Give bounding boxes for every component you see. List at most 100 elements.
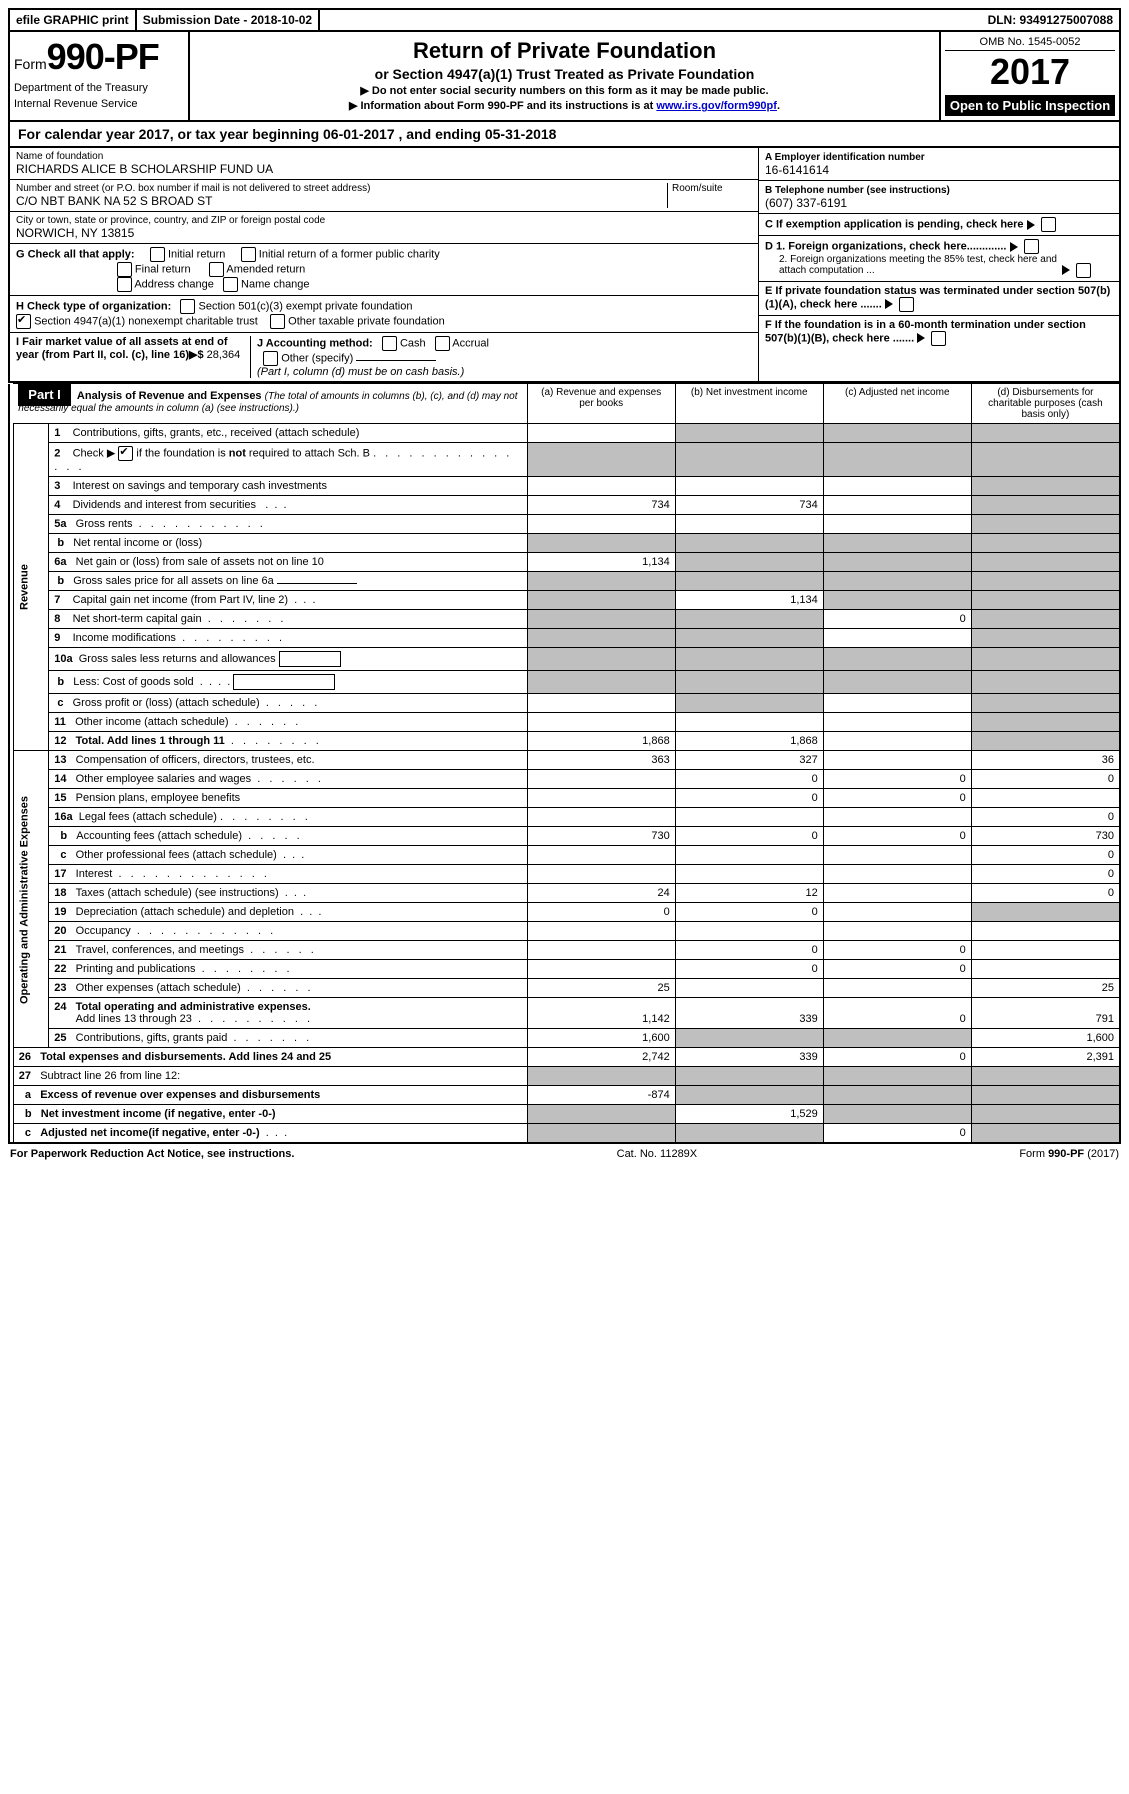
arrow-icon [917, 333, 925, 343]
val-24b: 339 [675, 998, 823, 1029]
chk-501c3[interactable] [180, 299, 195, 314]
form-title: Return of Private Foundation [196, 38, 933, 64]
val-12b: 1,868 [675, 732, 823, 751]
chk-initial[interactable] [150, 247, 165, 262]
line-25: Contributions, gifts, grants paid [76, 1032, 228, 1044]
line-17: Interest [76, 868, 113, 880]
info-right: A Employer identification number 16-6141… [758, 148, 1119, 381]
input-10a[interactable] [279, 651, 341, 667]
lbl-other-method: Other (specify) [281, 352, 353, 364]
line-10c: Gross profit or (loss) (attach schedule) [73, 697, 260, 709]
line-16c: Other professional fees (attach schedule… [76, 849, 277, 861]
section-c: C If exemption application is pending, c… [759, 214, 1119, 236]
val-24c: 0 [823, 998, 971, 1029]
chk-initial-former[interactable] [241, 247, 256, 262]
chk-other-pf[interactable] [270, 314, 285, 329]
public-inspection: Open to Public Inspection [945, 95, 1115, 116]
chk-4947[interactable] [16, 314, 31, 329]
lbl-other-pf: Other taxable private foundation [288, 315, 445, 327]
info-grid: Name of foundation RICHARDS ALICE B SCHO… [8, 148, 1121, 383]
i-text: I Fair market value of all assets at end… [16, 336, 228, 361]
chk-accrual[interactable] [435, 336, 450, 351]
year-box: OMB No. 1545-0052 2017 Open to Public In… [939, 32, 1119, 120]
line-24: Total operating and administrative expen… [76, 1001, 311, 1013]
val-23d: 25 [971, 979, 1120, 998]
other-method-input[interactable] [356, 360, 436, 361]
val-16ad: 0 [971, 808, 1120, 827]
ein-cell: A Employer identification number 16-6141… [759, 148, 1119, 181]
chk-d2[interactable] [1076, 263, 1091, 278]
val-16bd: 730 [971, 827, 1120, 846]
room-label: Room/suite [672, 183, 752, 194]
form-number: 990-PF [47, 36, 159, 77]
dln: DLN: 93491275007088 [982, 10, 1119, 30]
lbl-cash: Cash [400, 337, 426, 349]
val-26d: 2,391 [971, 1048, 1120, 1067]
g-label: G Check all that apply: [16, 248, 135, 260]
section-f: F If the foundation is in a 60-month ter… [759, 316, 1119, 349]
val-26a: 2,742 [527, 1048, 675, 1067]
lbl-accrual: Accrual [452, 337, 489, 349]
val-23a: 25 [527, 979, 675, 998]
line-13: Compensation of officers, directors, tru… [76, 754, 315, 766]
line-26: Total expenses and disbursements. Add li… [40, 1051, 331, 1063]
val-24d: 791 [971, 998, 1120, 1029]
line-8: Net short-term capital gain [73, 613, 202, 625]
city-cell: City or town, state or province, country… [10, 212, 758, 244]
chk-addr-change[interactable] [117, 277, 132, 292]
chk-e[interactable] [899, 297, 914, 312]
form-subtitle: or Section 4947(a)(1) Trust Treated as P… [196, 66, 933, 82]
col-b-header: (b) Net investment income [675, 384, 823, 424]
chk-name-change[interactable] [223, 277, 238, 292]
chk-f[interactable] [931, 331, 946, 346]
chk-c[interactable] [1041, 217, 1056, 232]
foundation-name-cell: Name of foundation RICHARDS ALICE B SCHO… [10, 148, 758, 180]
val-4a: 734 [527, 496, 675, 515]
line-11: Other income (attach schedule) [75, 716, 228, 728]
val-27a: -874 [527, 1086, 675, 1105]
line-20: Occupancy [76, 925, 131, 937]
arrow-icon [1027, 220, 1035, 230]
efile-label: efile GRAPHIC print [10, 10, 137, 30]
city-label: City or town, state or province, country… [16, 215, 752, 226]
col-c-header: (c) Adjusted net income [823, 384, 971, 424]
street-address: C/O NBT BANK NA 52 S BROAD ST [16, 194, 667, 208]
ein-label: A Employer identification number [765, 152, 925, 163]
line-6b: Gross sales price for all assets on line… [73, 575, 274, 587]
val-21b: 0 [675, 941, 823, 960]
title-box: Return of Private Foundation or Section … [190, 32, 939, 120]
lbl-501c3: Section 501(c)(3) exempt private foundat… [198, 300, 412, 312]
line-3: Interest on savings and temporary cash i… [73, 480, 327, 492]
val-18a: 24 [527, 884, 675, 903]
section-h: H Check type of organization: Section 50… [10, 296, 758, 333]
line-16b: Accounting fees (attach schedule) [76, 830, 242, 842]
val-8c: 0 [823, 610, 971, 629]
chk-final[interactable] [117, 262, 132, 277]
arrow-icon [1010, 242, 1018, 252]
chk-cash[interactable] [382, 336, 397, 351]
d2-text: 2. Foreign organizations meeting the 85%… [779, 254, 1059, 276]
city-state-zip: NORWICH, NY 13815 [16, 226, 752, 240]
chk-d1[interactable] [1024, 239, 1039, 254]
chk-other-method[interactable] [263, 351, 278, 366]
val-16bb: 0 [675, 827, 823, 846]
lbl-amended: Amended return [226, 263, 305, 275]
input-10b[interactable] [233, 674, 335, 690]
c-text: C If exemption application is pending, c… [765, 218, 1024, 230]
val-6b [277, 583, 357, 584]
chk-amended[interactable] [209, 262, 224, 277]
section-e: E If private foundation status was termi… [759, 282, 1119, 316]
val-18b: 12 [675, 884, 823, 903]
chk-schb[interactable] [118, 446, 133, 461]
line-23: Other expenses (attach schedule) [76, 982, 241, 994]
val-16bc: 0 [823, 827, 971, 846]
lbl-final: Final return [135, 263, 191, 275]
col-a-header: (a) Revenue and expenses per books [527, 384, 675, 424]
header-bar: efile GRAPHIC print Submission Date - 20… [8, 8, 1121, 32]
line-14: Other employee salaries and wages [76, 773, 251, 785]
submission-date: Submission Date - 2018-10-02 [137, 10, 320, 30]
line-27b: Net investment income (if negative, ente… [41, 1108, 276, 1120]
lbl-initial-former: Initial return of a former public charit… [259, 248, 440, 260]
form-note-ssn: ▶ Do not enter social security numbers o… [196, 84, 933, 97]
irs-link[interactable]: www.irs.gov/form990pf [656, 100, 777, 112]
